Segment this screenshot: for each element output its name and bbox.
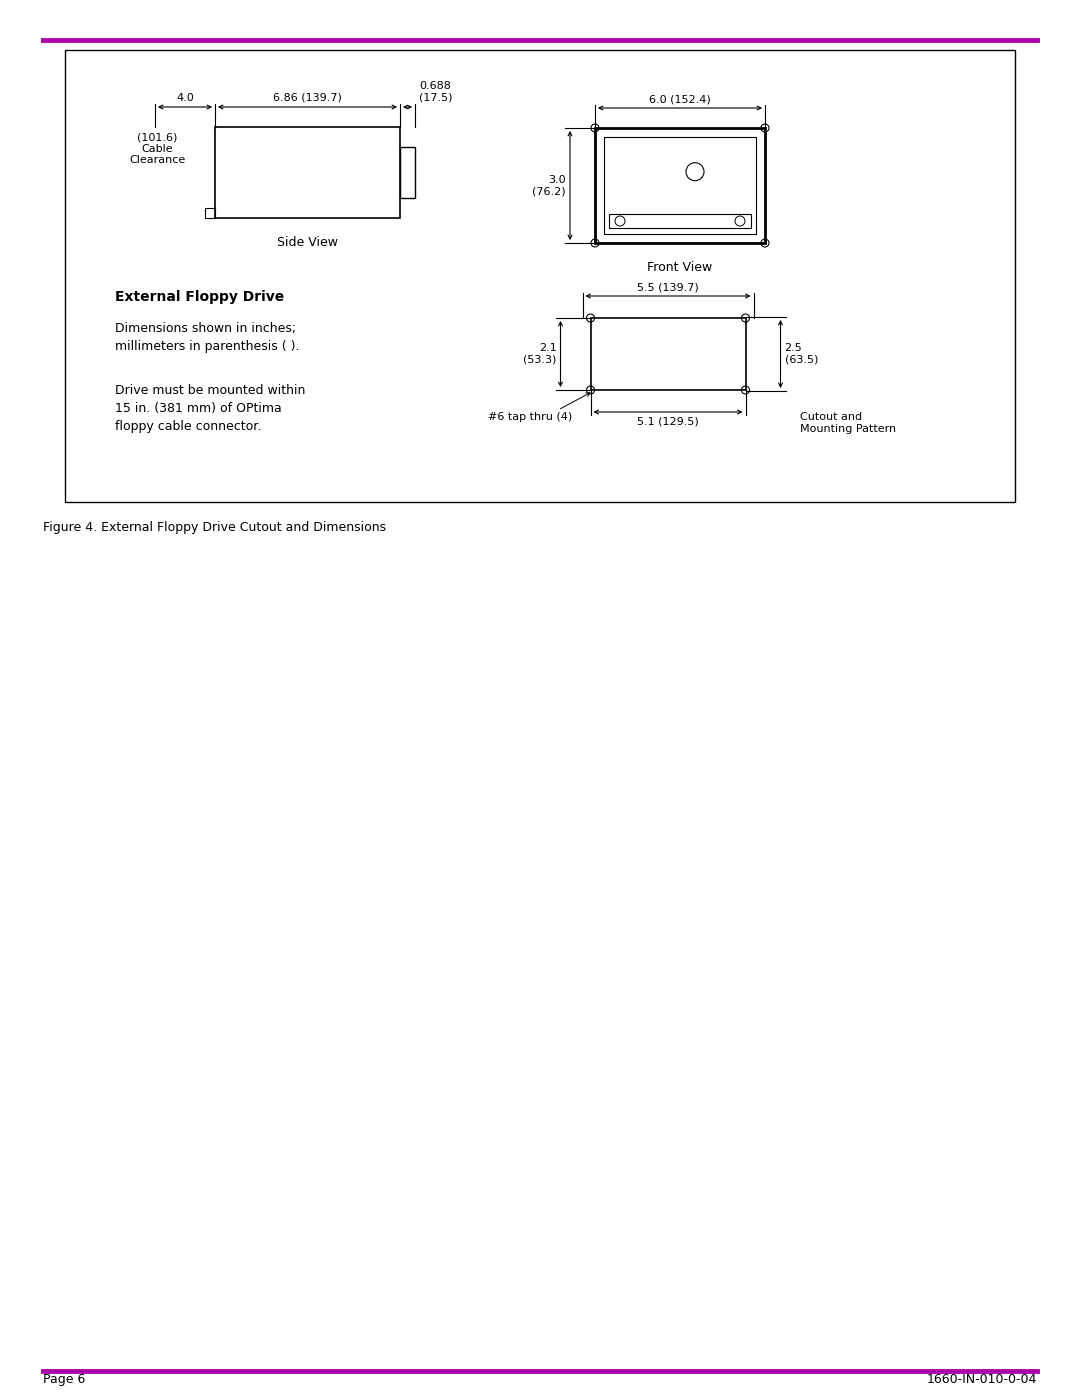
Text: 0.688
(17.5): 0.688 (17.5) (419, 81, 453, 103)
Text: 6.0 (152.4): 6.0 (152.4) (649, 94, 711, 103)
Text: External Floppy Drive: External Floppy Drive (114, 291, 284, 305)
Text: 2.1
(53.3): 2.1 (53.3) (523, 344, 556, 365)
Text: Side View: Side View (276, 236, 338, 249)
Text: Page 6: Page 6 (43, 1373, 85, 1386)
Text: #6 tap thru (4): #6 tap thru (4) (488, 412, 572, 422)
Text: (101.6)
Cable
Clearance: (101.6) Cable Clearance (129, 131, 185, 165)
Text: Cutout and
Mounting Pattern: Cutout and Mounting Pattern (800, 412, 896, 433)
Text: 5.5 (139.7): 5.5 (139.7) (637, 282, 699, 292)
Text: 6.86 (139.7): 6.86 (139.7) (273, 94, 342, 103)
Text: 4.0: 4.0 (176, 94, 194, 103)
Text: 1660-IN-010-0-04: 1660-IN-010-0-04 (927, 1373, 1037, 1386)
Text: Front View: Front View (647, 261, 713, 274)
Text: 3.0
(76.2): 3.0 (76.2) (532, 175, 566, 197)
Text: 2.5
(63.5): 2.5 (63.5) (784, 344, 818, 365)
Text: Dimensions shown in inches;
millimeters in parenthesis ( ).: Dimensions shown in inches; millimeters … (114, 321, 299, 353)
Text: 5.1 (129.5): 5.1 (129.5) (637, 416, 699, 426)
Text: Drive must be mounted within
15 in. (381 mm) of OPtima
floppy cable connector.: Drive must be mounted within 15 in. (381… (114, 384, 306, 433)
Text: Figure 4. External Floppy Drive Cutout and Dimensions: Figure 4. External Floppy Drive Cutout a… (43, 521, 387, 534)
